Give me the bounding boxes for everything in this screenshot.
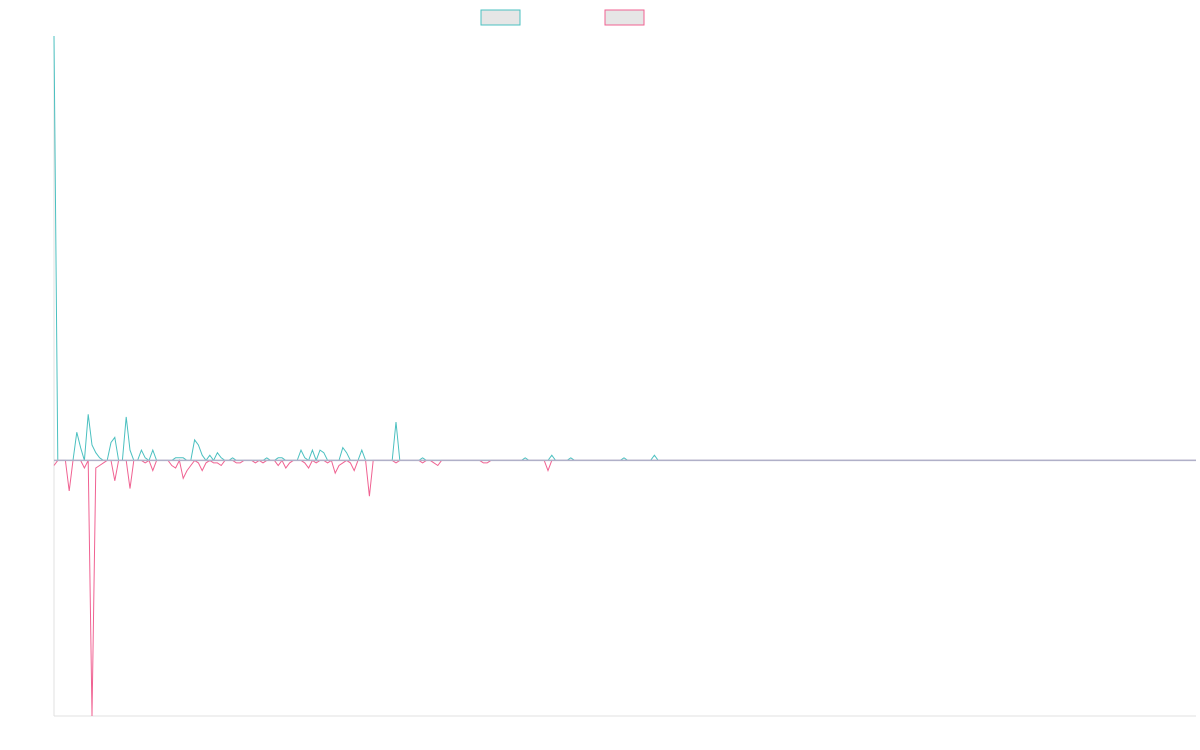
series-layer [53, 35, 1196, 717]
plot-area [53, 35, 1196, 717]
series-1-line [53, 35, 1196, 462]
legend-swatch-series-1[interactable] [480, 9, 521, 26]
series-2 [53, 458, 1196, 717]
legend[interactable] [480, 9, 645, 26]
legend-swatch-series-2[interactable] [604, 9, 645, 26]
series-2-line [53, 458, 1196, 717]
series-1 [53, 35, 1196, 462]
